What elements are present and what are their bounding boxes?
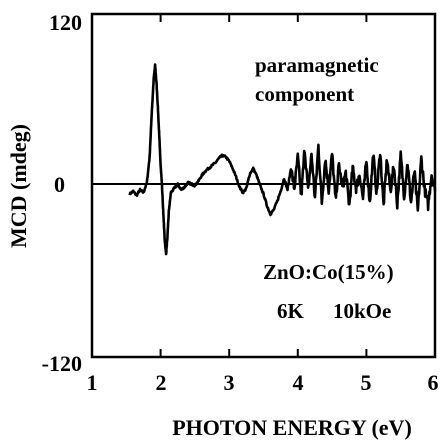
x-tick-label-5: 5 — [361, 370, 372, 395]
axis-ticks — [91, 14, 436, 357]
x-tick-label-3: 3 — [224, 370, 235, 395]
x-tick-label-6: 6 — [428, 370, 439, 395]
y-tick-label-bottom: -120 — [42, 351, 82, 376]
y-tick-label-top: 120 — [49, 10, 82, 35]
x-tick-label-2: 2 — [156, 370, 167, 395]
annotation-component-line2: component — [255, 82, 354, 106]
y-tick-label-zero: 0 — [54, 172, 65, 197]
x-tick-label-4: 4 — [293, 370, 304, 395]
annotation-field: 10kOe — [333, 299, 391, 323]
y-axis-label: MCD (mdeg) — [6, 124, 31, 248]
x-axis-label: PHOTON ENERGY (eV) — [172, 415, 412, 440]
annotation-sample: ZnO:Co(15%) — [263, 260, 394, 284]
mcd-series-line — [128, 63, 437, 256]
annotation-component-line1: paramagnetic — [255, 53, 379, 77]
x-tick-label-1: 1 — [87, 370, 98, 395]
annotation-temperature: 6K — [277, 299, 305, 323]
